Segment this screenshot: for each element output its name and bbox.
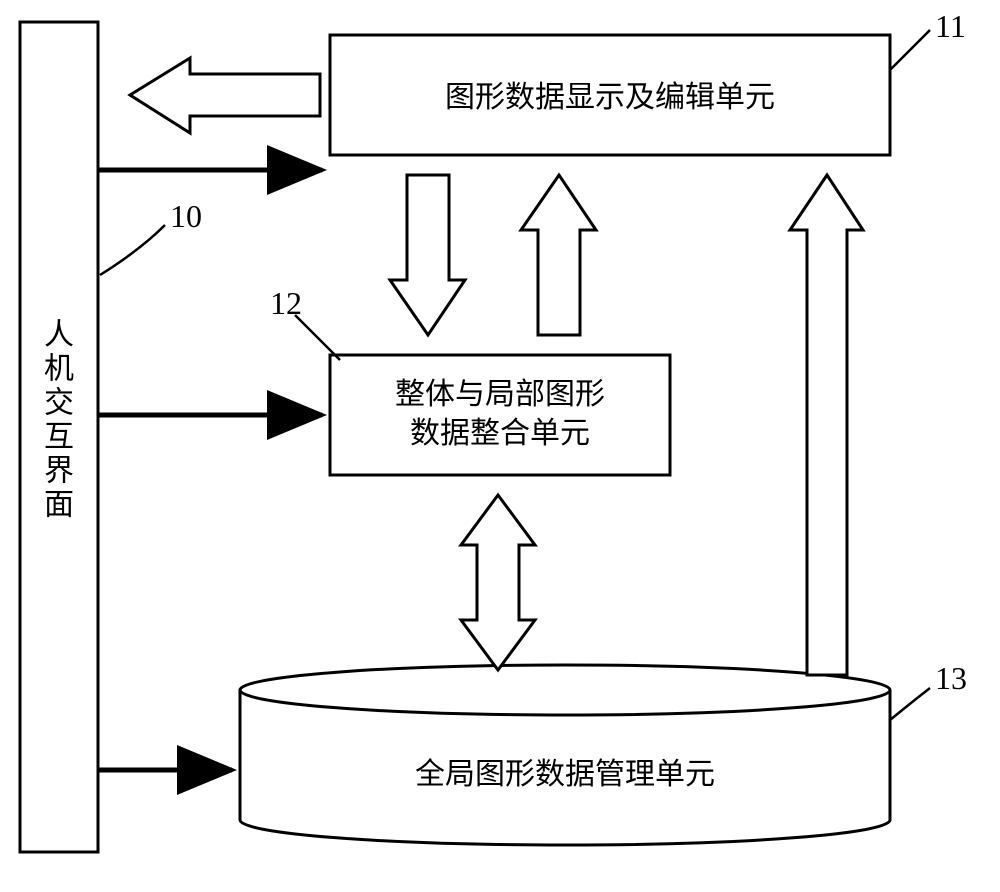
- ref-11: 11: [935, 8, 966, 45]
- block-arrow-down-1: [390, 175, 465, 335]
- leader-13: [890, 688, 930, 720]
- label-hmi: 人机交互界面: [36, 260, 75, 580]
- architecture-diagram: 人机交互界面 图形数据显示及编辑单元 整体与局部图形 数据整合单元 全局图形数据…: [0, 0, 1000, 887]
- leader-11: [890, 30, 930, 70]
- block-arrow-left: [130, 58, 320, 133]
- block-arrow-up-1: [521, 175, 596, 335]
- label-integrate: 整体与局部图形 数据整合单元: [330, 375, 670, 453]
- ref-10: 10: [170, 198, 202, 235]
- block-arrow-up-long: [790, 175, 863, 675]
- leader-10: [100, 225, 165, 275]
- ref-12: 12: [270, 285, 302, 322]
- label-display-edit: 图形数据显示及编辑单元: [330, 78, 890, 117]
- label-global-mgmt: 全局图形数据管理单元: [240, 755, 890, 794]
- ref-13: 13: [935, 660, 967, 697]
- block-double-arrow: [461, 495, 535, 670]
